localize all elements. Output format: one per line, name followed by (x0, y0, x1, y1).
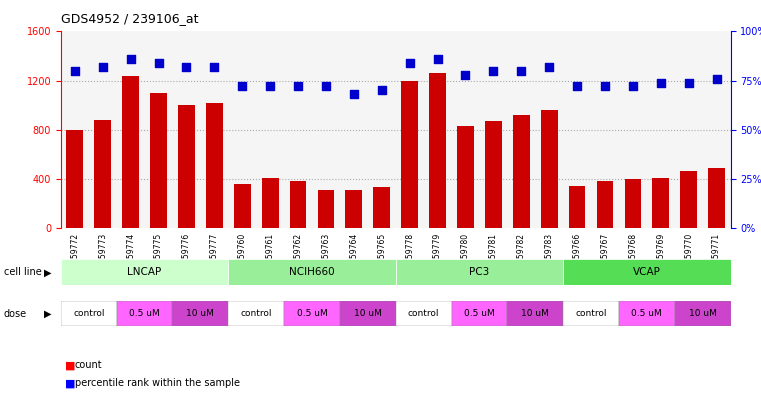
Point (97, 64, 109, 70)
Text: control: control (240, 309, 272, 318)
Text: NCIH660: NCIH660 (289, 267, 335, 277)
Point (515, 68, 527, 74)
FancyBboxPatch shape (396, 259, 563, 285)
Point (403, 60, 416, 66)
Text: 0.5 uM: 0.5 uM (297, 309, 327, 318)
Bar (262, 178, 279, 228)
Bar (290, 181, 307, 228)
Bar (485, 121, 501, 228)
Text: ■: ■ (65, 378, 75, 388)
Point (431, 56, 444, 62)
Text: ▶: ▶ (44, 309, 52, 319)
Bar (541, 110, 558, 228)
Point (599, 83, 611, 90)
Bar (680, 171, 697, 228)
Bar (457, 126, 474, 228)
Text: control: control (408, 309, 439, 318)
Text: control: control (73, 309, 104, 318)
Point (376, 87, 388, 94)
FancyBboxPatch shape (508, 301, 563, 326)
Text: ■: ■ (65, 360, 75, 371)
Bar (401, 81, 418, 228)
Point (320, 83, 332, 90)
Bar (652, 178, 669, 228)
Bar (568, 186, 585, 228)
Point (180, 64, 193, 70)
Bar (429, 73, 446, 228)
Bar (597, 181, 613, 228)
FancyBboxPatch shape (228, 259, 396, 285)
FancyBboxPatch shape (284, 301, 340, 326)
FancyBboxPatch shape (396, 301, 451, 326)
FancyBboxPatch shape (563, 259, 731, 285)
Point (683, 79, 695, 86)
Text: 10 uM: 10 uM (689, 309, 717, 318)
Text: GDS4952 / 239106_at: GDS4952 / 239106_at (61, 12, 199, 25)
Point (292, 83, 304, 90)
Point (543, 64, 556, 70)
Point (236, 83, 248, 90)
Bar (66, 130, 83, 228)
Point (264, 83, 276, 90)
FancyBboxPatch shape (619, 301, 675, 326)
Bar (234, 184, 250, 228)
Bar (150, 93, 167, 228)
Text: 10 uM: 10 uM (186, 309, 215, 318)
FancyBboxPatch shape (563, 301, 619, 326)
Bar (708, 168, 725, 228)
Text: control: control (575, 309, 607, 318)
Text: 0.5 uM: 0.5 uM (129, 309, 160, 318)
Point (487, 68, 499, 74)
Point (711, 75, 723, 82)
Text: PC3: PC3 (470, 267, 489, 277)
Text: VCAP: VCAP (633, 267, 661, 277)
FancyBboxPatch shape (228, 301, 284, 326)
Point (627, 83, 639, 90)
Point (152, 60, 164, 66)
Bar (374, 187, 390, 228)
Text: percentile rank within the sample: percentile rank within the sample (75, 378, 240, 388)
Text: 10 uM: 10 uM (354, 309, 382, 318)
FancyBboxPatch shape (116, 301, 173, 326)
FancyBboxPatch shape (675, 301, 731, 326)
FancyBboxPatch shape (451, 301, 508, 326)
Text: 0.5 uM: 0.5 uM (464, 309, 495, 318)
Bar (317, 190, 334, 228)
Text: 0.5 uM: 0.5 uM (632, 309, 662, 318)
Text: dose: dose (4, 309, 27, 319)
FancyBboxPatch shape (173, 301, 228, 326)
Bar (513, 115, 530, 228)
Bar (345, 190, 362, 228)
Point (348, 91, 360, 97)
Bar (123, 75, 139, 228)
Point (209, 64, 221, 70)
Point (68, 68, 81, 74)
Text: count: count (75, 360, 102, 371)
Point (125, 56, 137, 62)
Text: ▶: ▶ (44, 267, 52, 277)
FancyBboxPatch shape (61, 301, 116, 326)
Bar (625, 179, 642, 228)
Bar (94, 120, 111, 228)
Text: 10 uM: 10 uM (521, 309, 549, 318)
Point (654, 79, 667, 86)
FancyBboxPatch shape (61, 259, 228, 285)
Bar (206, 103, 223, 228)
Text: LNCAP: LNCAP (127, 267, 162, 277)
Text: cell line: cell line (4, 267, 42, 277)
Bar (178, 105, 195, 228)
Point (571, 83, 583, 90)
Point (460, 72, 472, 78)
FancyBboxPatch shape (340, 301, 396, 326)
